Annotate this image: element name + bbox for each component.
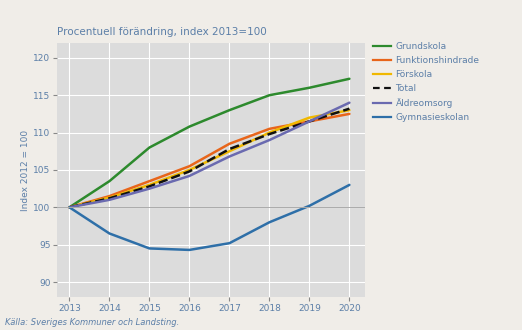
- Text: Källa: Sveriges Kommuner och Landsting.: Källa: Sveriges Kommuner och Landsting.: [5, 318, 180, 327]
- Äldreomsorg: [106, 198, 113, 202]
- Äldreomsorg: [306, 119, 313, 123]
- Grundskola: [306, 86, 313, 90]
- Funktionshindrade: [106, 194, 113, 198]
- Line: Funktionshindrade: Funktionshindrade: [69, 114, 349, 207]
- Text: Procentuell förändring, index 2013=100: Procentuell förändring, index 2013=100: [57, 27, 267, 37]
- Line: Grundskola: Grundskola: [69, 79, 349, 207]
- Funktionshindrade: [226, 142, 232, 146]
- Förskola: [346, 108, 352, 112]
- Total: [226, 147, 232, 151]
- Line: Förskola: Förskola: [69, 110, 349, 207]
- Förskola: [266, 131, 272, 135]
- Funktionshindrade: [346, 112, 352, 116]
- Äldreomsorg: [186, 174, 193, 178]
- Y-axis label: Index 2012 = 100: Index 2012 = 100: [21, 129, 30, 211]
- Grundskola: [186, 125, 193, 129]
- Line: Total: Total: [69, 109, 349, 207]
- Grundskola: [146, 146, 152, 149]
- Förskola: [106, 196, 113, 200]
- Grundskola: [266, 93, 272, 97]
- Förskola: [66, 205, 73, 209]
- Äldreomsorg: [66, 205, 73, 209]
- Grundskola: [346, 77, 352, 81]
- Förskola: [306, 115, 313, 119]
- Gymnasieskolan: [226, 241, 232, 245]
- Gymnasieskolan: [306, 204, 313, 208]
- Gymnasieskolan: [266, 220, 272, 224]
- Funktionshindrade: [146, 179, 152, 183]
- Total: [146, 184, 152, 188]
- Total: [306, 119, 313, 123]
- Gymnasieskolan: [146, 247, 152, 250]
- Funktionshindrade: [266, 127, 272, 131]
- Funktionshindrade: [306, 119, 313, 123]
- Total: [186, 170, 193, 174]
- Äldreomsorg: [146, 187, 152, 191]
- Äldreomsorg: [266, 138, 272, 142]
- Total: [266, 132, 272, 136]
- Gymnasieskolan: [186, 248, 193, 252]
- Förskola: [186, 168, 193, 172]
- Äldreomsorg: [226, 154, 232, 158]
- Grundskola: [106, 179, 113, 183]
- Gymnasieskolan: [346, 183, 352, 187]
- Total: [346, 107, 352, 111]
- Gymnasieskolan: [66, 205, 73, 209]
- Line: Gymnasieskolan: Gymnasieskolan: [69, 185, 349, 250]
- Gymnasieskolan: [106, 232, 113, 236]
- Förskola: [146, 183, 152, 187]
- Total: [66, 205, 73, 209]
- Funktionshindrade: [66, 205, 73, 209]
- Grundskola: [66, 205, 73, 209]
- Funktionshindrade: [186, 164, 193, 168]
- Förskola: [226, 149, 232, 153]
- Total: [106, 196, 113, 200]
- Äldreomsorg: [346, 101, 352, 105]
- Grundskola: [226, 108, 232, 112]
- Legend: Grundskola, Funktionshindrade, Förskola, Total, Äldreomsorg, Gymnasieskolan: Grundskola, Funktionshindrade, Förskola,…: [373, 42, 480, 122]
- Line: Äldreomsorg: Äldreomsorg: [69, 103, 349, 207]
